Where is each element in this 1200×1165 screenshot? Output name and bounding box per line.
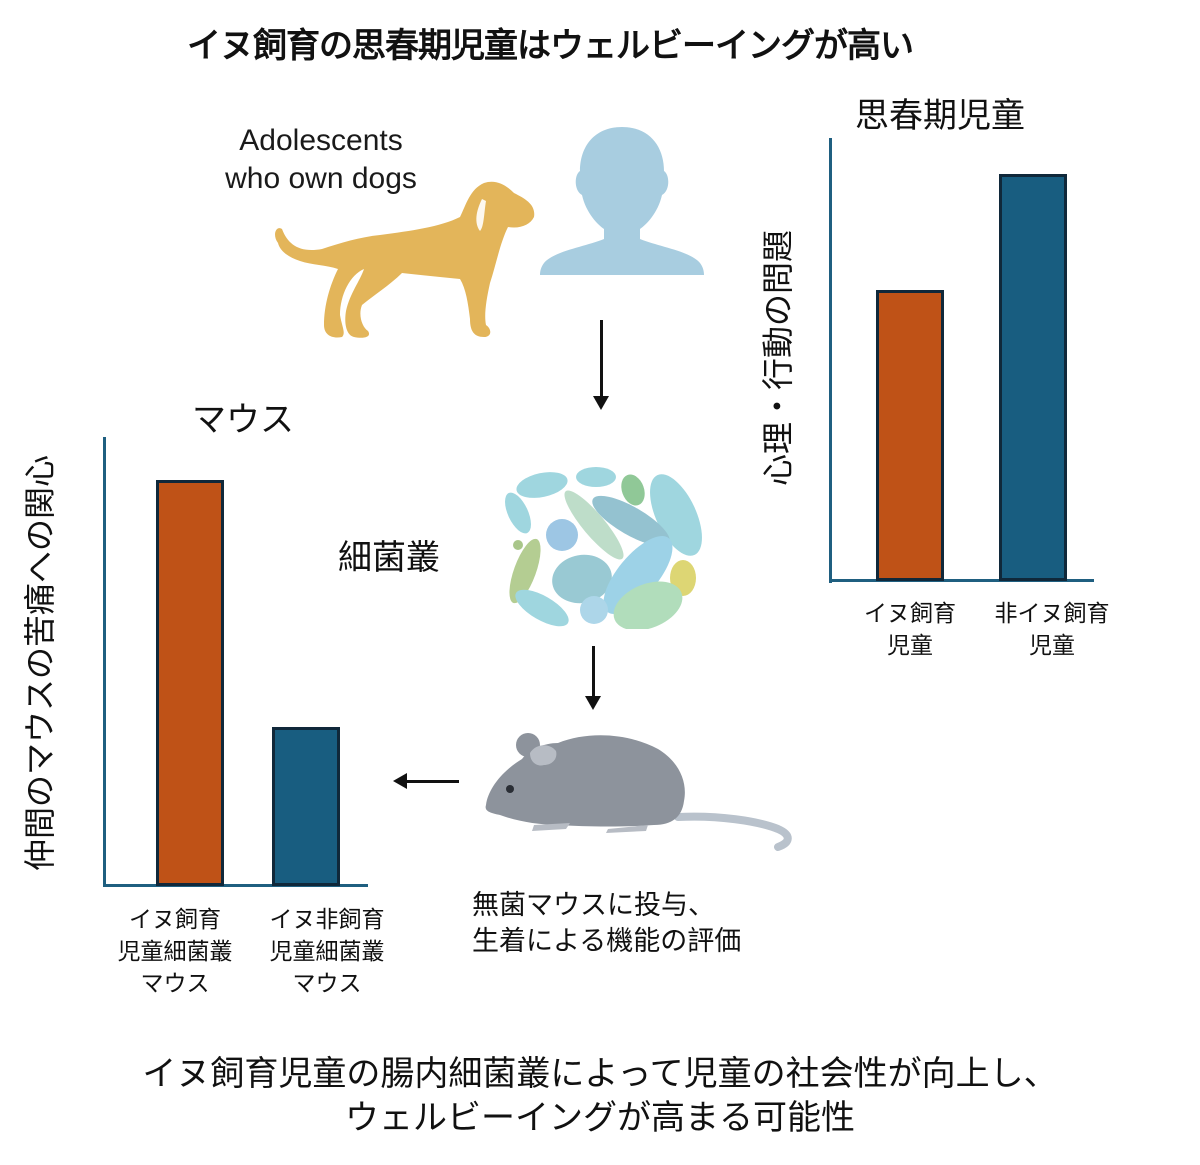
mouse-icon [485,733,792,851]
tick-dog-owner-microbiome-mice: イヌ飼育 児童細菌叢 マウス [100,904,250,1000]
bacteria-cluster-icon [505,467,702,629]
tick-line: イヌ飼育 [129,907,221,933]
adolescent-chart-ylabel: 心理・行動の問題 [759,230,797,487]
bar-dog-owner-adolescents [876,290,944,581]
figure-title: イヌ飼育の思春期児童はウェルビーイングが高い [187,26,914,66]
mouse-chart-x-axis [103,884,368,887]
mouse-caption-line2: 生着による機能の評価 [472,926,742,957]
tick-line: 非イヌ飼育 [994,601,1110,627]
arrow-down-to-microbiome [593,320,609,410]
tick-line: イヌ飼育 [864,601,956,627]
dog-owner-label-line2: who own dogs [225,162,417,195]
tick-line: マウス [292,971,362,997]
dog-owner-label: Adolescents who own dogs [196,122,446,198]
tick-non-dog-owner-adolescents: 非イヌ飼育 児童 [972,598,1132,662]
tick-line: 児童細菌叢 [269,939,385,965]
conclusion-text: イヌ飼育児童の腸内細菌叢によって児童の社会性が向上し、 ウェルビーイングが高まる… [0,1052,1200,1140]
mouse-chart-y-axis [103,437,106,887]
dog-owner-label-line1: Adolescents [239,124,403,157]
microbiome-label: 細菌叢 [338,538,440,578]
mouse-chart-ylabel: 仲間のマウスの苦痛への関心 [21,455,59,872]
tick-line: イヌ非飼育 [269,907,385,933]
bar-non-dog-owner-microbiome-mice [272,727,340,886]
tick-line: 児童 [1029,633,1075,659]
tick-line: 児童 [887,633,933,659]
conclusion-line2: ウェルビーイングが高まる可能性 [345,1098,855,1138]
mouse-caption: 無菌マウスに投与、 生着による機能の評価 [472,888,741,960]
adolescent-chart-title: 思春期児童 [855,96,1025,136]
bar-dog-owner-microbiome-mice [156,480,224,886]
bar-non-dog-owner-adolescents [999,174,1067,581]
person-silhouette-icon [540,127,704,275]
arrow-left-to-mouse-chart [393,773,459,789]
adolescent-chart-x-axis [829,579,1094,582]
conclusion-line1: イヌ飼育児童の腸内細菌叢によって児童の社会性が向上し、 [142,1054,1058,1094]
adolescent-chart-y-axis [829,138,832,583]
dog-icon [275,181,535,338]
mouse-chart-title: マウス [192,400,294,440]
mouse-caption-line1: 無菌マウスに投与、 [472,890,715,921]
tick-dog-owner-adolescents: イヌ飼育 児童 [840,598,980,662]
arrow-down-to-mouse [585,646,601,710]
tick-line: マウス [140,971,210,997]
tick-line: 児童細菌叢 [117,939,233,965]
tick-non-dog-owner-microbiome-mice: イヌ非飼育 児童細菌叢 マウス [252,904,402,1000]
